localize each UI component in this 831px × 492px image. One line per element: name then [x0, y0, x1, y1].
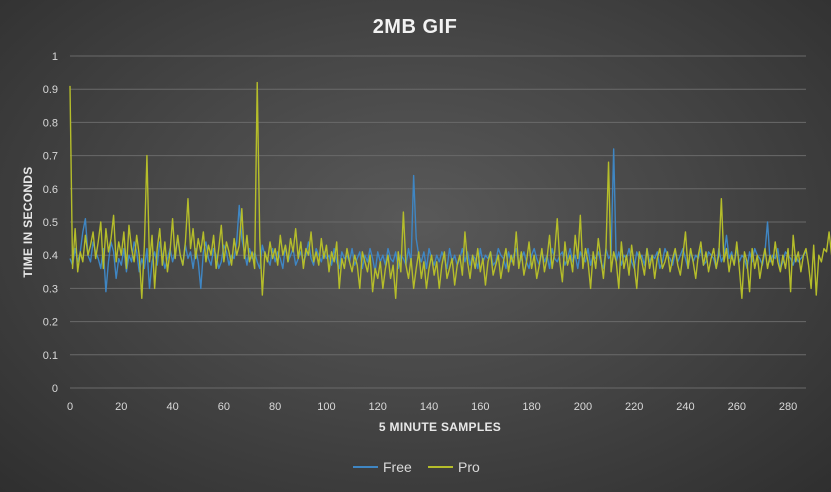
legend-free-label: Free [383, 459, 412, 475]
gridlines [70, 55, 806, 389]
x-tick-label: 60 [218, 401, 230, 413]
legend-pro-label: Pro [458, 459, 480, 475]
x-tick-label: 180 [522, 401, 540, 413]
series-lines [69, 81, 831, 300]
y-tick-label: 0.7 [43, 151, 58, 163]
x-tick-label: 200 [574, 401, 592, 413]
x-tick-label: 20 [115, 401, 127, 413]
y-tick-label: 0.5 [43, 217, 58, 229]
x-tick-label: 100 [317, 401, 335, 413]
y-tick-label: 0.4 [43, 250, 58, 262]
y-tick-label: 0.6 [43, 184, 58, 196]
y-tick-labels: 0 0.1 0.2 0.3 0.4 0.5 0.6 0.7 0.8 0.9 1 [43, 51, 58, 395]
x-tick-label: 220 [625, 401, 643, 413]
y-tick-label: 0.8 [43, 117, 58, 129]
x-tick-label: 0 [67, 401, 73, 413]
y-tick-label: 0.9 [43, 84, 58, 96]
y-tick-label: 0 [52, 383, 58, 395]
x-axis-title: 5 MINUTE SAMPLES [379, 420, 501, 434]
x-tick-label: 260 [728, 401, 746, 413]
x-tick-label: 120 [369, 401, 387, 413]
x-tick-label: 160 [471, 401, 489, 413]
x-tick-label: 40 [166, 401, 178, 413]
series-line-pro [69, 81, 831, 300]
legend: Free Pro [353, 459, 480, 475]
y-tick-label: 0.3 [43, 283, 58, 295]
y-tick-label: 1 [52, 51, 58, 63]
x-tick-label: 280 [779, 401, 797, 413]
chart-title: 2MB GIF [373, 16, 458, 38]
x-tick-label: 140 [420, 401, 438, 413]
x-tick-label: 80 [269, 401, 281, 413]
y-tick-label: 0.1 [43, 350, 58, 362]
y-axis-title: TIME IN SECONDS [21, 166, 35, 277]
x-tick-labels: 0 20 40 60 80 100 120 140 160 180 200 220 240 260 280 [67, 401, 797, 413]
y-tick-label: 0.2 [43, 317, 58, 329]
x-tick-label: 240 [676, 401, 694, 413]
